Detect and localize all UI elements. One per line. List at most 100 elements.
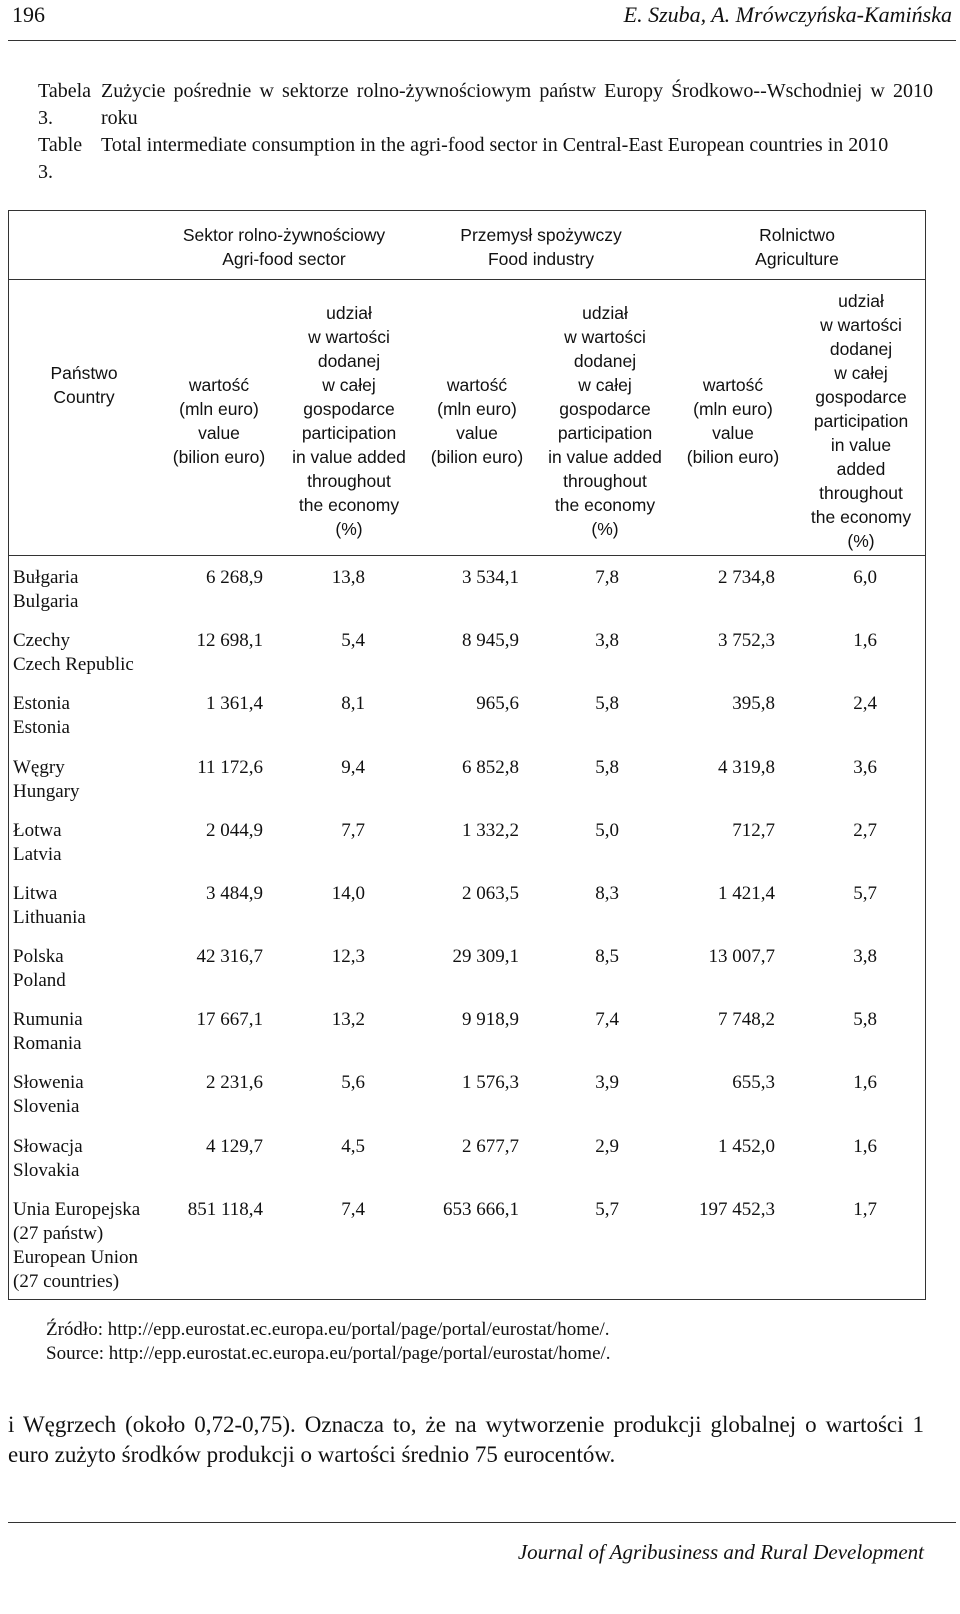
country-column-header: Państwo Country xyxy=(14,361,154,409)
header-line: (%) xyxy=(591,519,619,539)
country-name-pl: Łotwa xyxy=(13,820,62,841)
agri-food-share: 9,4 xyxy=(341,757,365,778)
agri-food-share: 13,8 xyxy=(331,567,365,588)
header-line: gospodarce xyxy=(815,387,907,407)
source-note-en: Source: http://epp.eurostat.ec.europa.eu… xyxy=(46,1343,611,1364)
food-industry-value: 29 309,1 xyxy=(452,946,520,967)
country-name: Węgry Hungary xyxy=(13,756,163,804)
agri-food-value: 4 129,7 xyxy=(206,1136,263,1157)
country-name-pl: Bułgaria xyxy=(13,567,79,588)
header-line: dodanej xyxy=(573,351,637,371)
agri-food-value: 851 118,4 xyxy=(187,1199,263,1220)
header-line: wartość xyxy=(446,375,508,395)
header-line: added xyxy=(836,459,886,479)
header-line: (mln euro) xyxy=(179,399,259,419)
page-number: 196 xyxy=(12,2,45,27)
agriculture-share: 5,8 xyxy=(853,1009,877,1030)
header-line: gospodarce xyxy=(303,399,395,419)
group-header-food-industry: Przemysł spożywczy Food industry xyxy=(411,223,671,271)
country-name-pl: Litwa xyxy=(13,883,58,904)
country-name-en: Hungary xyxy=(13,781,80,802)
group-header-label-pl: Przemysł spożywczy xyxy=(460,225,622,245)
agri-food-value: 17 667,1 xyxy=(196,1009,264,1030)
agriculture-share: 6,0 xyxy=(853,567,877,588)
agriculture-share: 1,7 xyxy=(853,1199,877,1220)
header-line: (bilion euro) xyxy=(686,447,780,467)
food-industry-share: 7,8 xyxy=(595,567,619,588)
header-line: value xyxy=(198,423,240,443)
header-line: udział xyxy=(838,291,884,311)
table-row: Litwa Lithuania 3 484,9 14,0 2 063,5 8,3… xyxy=(9,882,925,945)
share-column-header-agriculture: udział w wartości dodanej w całej gospod… xyxy=(796,289,926,553)
country-name-en: Slovakia xyxy=(13,1160,80,1181)
header-divider xyxy=(9,279,925,280)
food-industry-value: 653 666,1 xyxy=(443,1199,519,1220)
agri-food-share: 5,6 xyxy=(341,1072,365,1093)
agri-food-value: 6 268,9 xyxy=(206,567,263,588)
caption-text-en: Total intermediate consumption in the ag… xyxy=(101,134,889,156)
agriculture-value: 2 734,8 xyxy=(718,567,775,588)
header-line: in value added xyxy=(548,447,662,467)
country-name-pl: Unia Europejska xyxy=(13,1199,141,1220)
agri-food-share: 7,4 xyxy=(341,1199,365,1220)
header-body-divider xyxy=(9,555,925,556)
header-line: (%) xyxy=(847,531,875,551)
header-line: the economy xyxy=(298,495,400,515)
table-row: Rumunia Romania 17 667,1 13,2 9 918,9 7,… xyxy=(9,1008,925,1071)
country-name-pl-sub: (27 państw) xyxy=(13,1223,104,1244)
table-row: Polska Poland 42 316,7 12,3 29 309,1 8,5… xyxy=(9,945,925,1008)
header-line: participation xyxy=(557,423,653,443)
group-header-label-en: Food industry xyxy=(487,249,595,269)
header-line: w wartości xyxy=(564,327,646,347)
header-line: value xyxy=(712,423,754,443)
country-name: Rumunia Romania xyxy=(13,1008,163,1056)
share-column-header-agri-food: udział w wartości dodanej w całej gospod… xyxy=(284,301,414,541)
table-row: Węgry Hungary 11 172,6 9,4 6 852,8 5,8 4… xyxy=(9,756,925,819)
country-name: Unia Europejska (27 państw) European Uni… xyxy=(13,1198,163,1294)
agriculture-share: 2,4 xyxy=(853,693,877,714)
country-name-pl: Słowacja xyxy=(13,1136,83,1157)
agriculture-share: 5,7 xyxy=(853,883,877,904)
country-name-en: Lithuania xyxy=(13,907,86,928)
country-name-en: Poland xyxy=(13,970,66,991)
header-line: participation xyxy=(301,423,397,443)
food-industry-share: 3,9 xyxy=(595,1072,619,1093)
country-header-en: Country xyxy=(53,387,115,407)
header-line: gospodarce xyxy=(559,399,651,419)
agriculture-value: 3 752,3 xyxy=(718,630,775,651)
food-industry-share: 2,9 xyxy=(595,1136,619,1157)
country-name: Polska Poland xyxy=(13,945,163,993)
food-industry-value: 2 063,5 xyxy=(462,883,519,904)
agriculture-share: 1,6 xyxy=(853,630,877,651)
value-column-header-agri-food: wartość (mln euro) value (bilion euro) xyxy=(154,373,284,469)
agri-food-share: 13,2 xyxy=(331,1009,365,1030)
agriculture-value: 13 007,7 xyxy=(708,946,776,967)
country-name-en: European Union xyxy=(13,1247,139,1268)
header-line: value xyxy=(456,423,498,443)
header-line: in value xyxy=(830,435,892,455)
data-table: Sektor rolno-żywnościowy Agri-food secto… xyxy=(8,210,926,1300)
journal-name: Journal of Agribusiness and Rural Develo… xyxy=(517,1540,924,1564)
header-line: (bilion euro) xyxy=(430,447,524,467)
agri-food-value: 11 172,6 xyxy=(197,757,263,778)
value-column-header-agriculture: wartość (mln euro) value (bilion euro) xyxy=(668,373,798,469)
country-name-en: Czech Republic xyxy=(13,654,134,675)
agri-food-share: 12,3 xyxy=(331,946,365,967)
agriculture-value: 395,8 xyxy=(732,693,775,714)
group-header-label-en: Agriculture xyxy=(755,249,839,269)
header-line: throughout xyxy=(307,471,391,491)
footer-divider xyxy=(8,1522,956,1523)
header-line: throughout xyxy=(819,483,903,503)
food-industry-value: 2 677,7 xyxy=(462,1136,519,1157)
table-caption-en: Table 3. Total intermediate consumption … xyxy=(38,132,933,186)
food-industry-share: 8,3 xyxy=(595,883,619,904)
country-name-en: Latvia xyxy=(13,844,62,865)
agri-food-value: 1 361,4 xyxy=(206,693,263,714)
country-name-pl: Węgry xyxy=(13,757,65,778)
header-line: (mln euro) xyxy=(693,399,773,419)
country-name-pl: Czechy xyxy=(13,630,70,651)
header-line: udział xyxy=(326,303,372,323)
agri-food-share: 7,7 xyxy=(341,820,365,841)
agri-food-value: 2 044,9 xyxy=(206,820,263,841)
food-industry-value: 1 576,3 xyxy=(462,1072,519,1093)
